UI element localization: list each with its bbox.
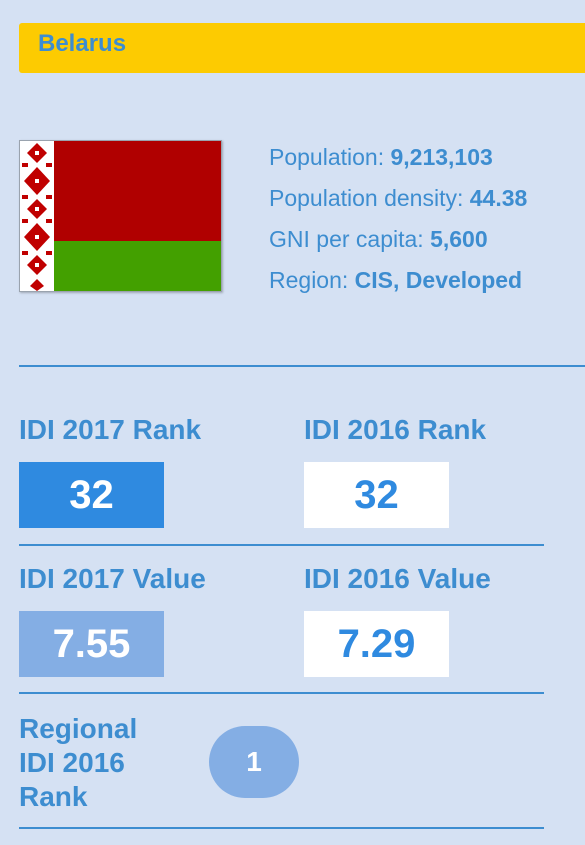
- idi2017-value-value: 7.55: [19, 611, 164, 677]
- regional-label-line2: IDI 2016: [19, 747, 125, 778]
- country-title: Belarus: [38, 30, 127, 57]
- idi2016-rank-label: IDI 2016 Rank: [304, 414, 487, 445]
- belarus-flag-image: [19, 140, 222, 292]
- idi2016-rank-value: 32: [304, 462, 449, 528]
- gni-row: GNI per capita: 5,600: [269, 222, 585, 263]
- density-value: 44.38: [469, 185, 528, 211]
- idi2017-rank-label: IDI 2017 Rank: [19, 414, 202, 445]
- divider-middle: [19, 544, 544, 546]
- country-header: Belarus: [19, 23, 585, 73]
- divider-top: [19, 365, 585, 367]
- regional-rank-value: 1: [209, 726, 299, 798]
- region-label: Region:: [269, 267, 349, 293]
- regional-label-line3: Rank: [19, 781, 88, 812]
- divider-bottom: [19, 827, 544, 829]
- density-label: Population density:: [269, 185, 464, 211]
- idi2017-value-label: IDI 2017 Value: [19, 563, 206, 594]
- gni-value: 5,600: [430, 226, 488, 252]
- density-row: Population density: 44.38: [269, 181, 585, 222]
- idi2017-rank-value: 32: [19, 462, 164, 528]
- region-row: Region: CIS, Developed: [269, 263, 585, 304]
- population-label: Population:: [269, 144, 385, 170]
- gni-label: GNI per capita:: [269, 226, 424, 252]
- divider-lower: [19, 692, 544, 694]
- population-row: Population: 9,213,103: [269, 140, 585, 181]
- regional-rank-label: Regional IDI 2016 Rank: [19, 712, 189, 814]
- idi2016-value-value: 7.29: [304, 611, 449, 677]
- country-info: Population: 9,213,103 Population density…: [269, 140, 585, 304]
- population-value: 9,213,103: [390, 144, 493, 170]
- regional-label-line1: Regional: [19, 713, 138, 744]
- idi2016-value-label: IDI 2016 Value: [304, 563, 491, 594]
- region-value: CIS, Developed: [354, 267, 523, 293]
